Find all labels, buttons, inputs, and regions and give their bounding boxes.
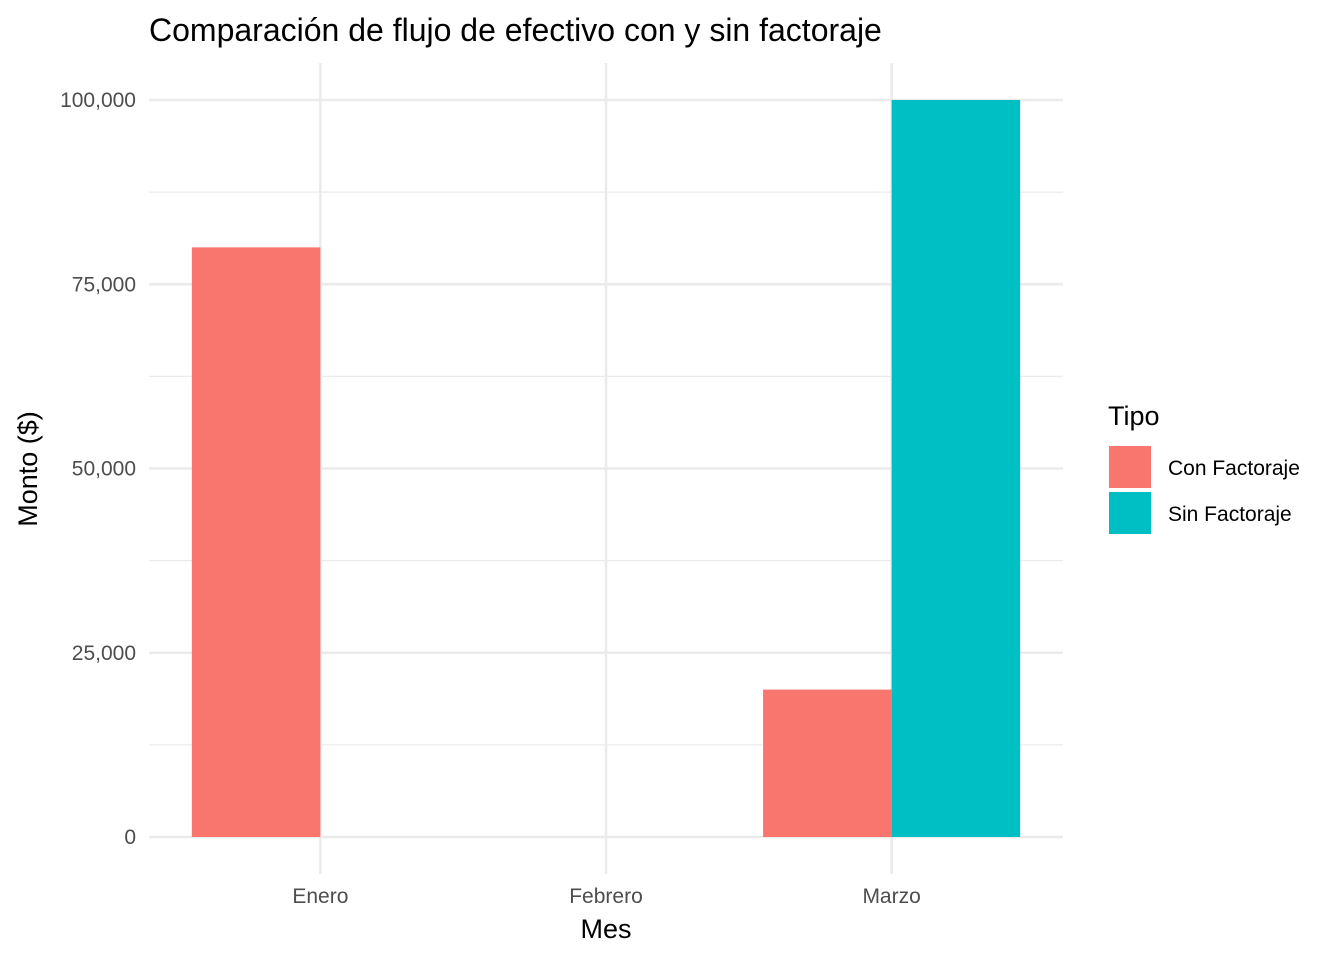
y-tick-label: 0 bbox=[124, 826, 136, 849]
bar bbox=[891, 100, 1021, 837]
bar bbox=[191, 247, 321, 837]
y-axis-title: Monto ($) bbox=[13, 411, 43, 527]
legend-key bbox=[1109, 492, 1151, 534]
y-axis-ticks: 0 25,000 50,000 75,000 100,000 bbox=[60, 89, 136, 849]
legend-label: Sin Factoraje bbox=[1168, 503, 1292, 526]
x-tick-label: Febrero bbox=[569, 885, 643, 908]
y-tick-label: 75,000 bbox=[72, 273, 136, 296]
y-tick-label: 50,000 bbox=[72, 458, 136, 481]
bars bbox=[191, 100, 1021, 837]
legend-label: Con Factoraje bbox=[1168, 457, 1300, 480]
x-axis-ticks: Enero Febrero Marzo bbox=[292, 885, 920, 908]
legend: Tipo Con Factoraje Sin Factoraje bbox=[1108, 401, 1300, 534]
legend-key bbox=[1109, 446, 1151, 488]
legend-items: Con Factoraje Sin Factoraje bbox=[1109, 446, 1300, 534]
x-tick-label: Marzo bbox=[862, 885, 920, 908]
y-tick-label: 25,000 bbox=[72, 642, 136, 665]
bar bbox=[763, 689, 892, 837]
legend-title: Tipo bbox=[1108, 401, 1160, 431]
x-axis-title: Mes bbox=[580, 914, 631, 944]
y-tick-label: 100,000 bbox=[60, 89, 136, 112]
chart-title: Comparación de flujo de efectivo con y s… bbox=[149, 12, 882, 48]
x-tick-label: Enero bbox=[292, 885, 348, 908]
